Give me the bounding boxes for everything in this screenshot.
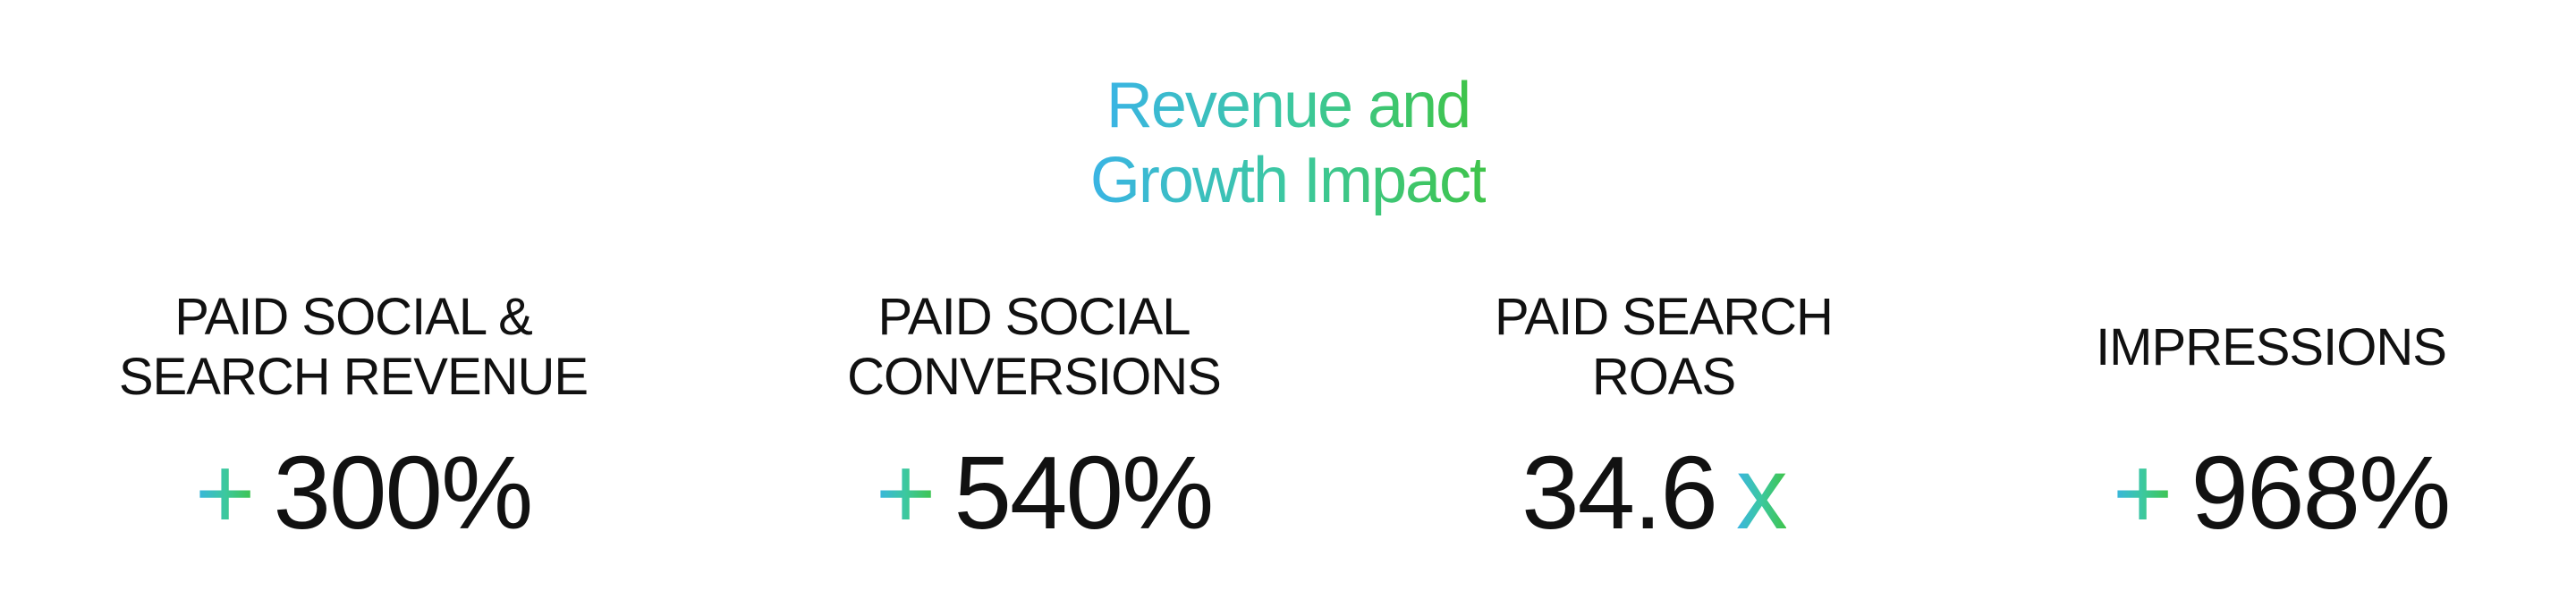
stat-number: 540% [953,434,1215,551]
stat-card: IMPRESSIONS +968% [1949,0,2576,599]
stat-label-line: PAID SEARCH [1495,288,1834,346]
stat-label-line: IMPRESSIONS [2096,317,2447,376]
stat-value: +968% [1949,434,2576,551]
stat-label-line: ROAS [1591,348,1736,406]
stat-label-line: SEARCH REVENUE [118,348,589,406]
stat-card: PAID SEARCH ROAS 34.6 x [1342,0,1986,599]
stat-card: PAID SOCIAL & SEARCH REVENUE +300% [31,0,675,599]
title-line: Growth Impact [1089,145,1487,216]
stat-value: +540% [712,434,1356,551]
title: Revenue and Growth Impact [0,68,2576,218]
stat-label: PAID SOCIAL & SEARCH REVENUE [31,284,675,409]
stat-prefix: + [194,434,256,551]
stat-label-line: PAID SOCIAL [877,288,1191,346]
stat-label: PAID SOCIAL CONVERSIONS [712,284,1356,409]
stat-value: +300% [31,434,675,551]
stat-suffix: x [1735,434,1788,551]
stat-prefix: + [875,434,936,551]
stat-label: IMPRESSIONS [1949,284,2576,409]
stat-label: PAID SEARCH ROAS [1342,284,1986,409]
stat-prefix: + [2112,434,2174,551]
stat-card: PAID SOCIAL CONVERSIONS +540% [712,0,1356,599]
stat-number: 300% [273,434,534,551]
stat-number: 34.6 [1521,434,1718,551]
stat-label-line: PAID SOCIAL & [174,288,533,346]
stat-number: 968% [2190,434,2452,551]
stat-value: 34.6 x [1342,434,1986,551]
stat-label-line: CONVERSIONS [847,348,1222,406]
title-line: Revenue and [1106,70,1471,141]
